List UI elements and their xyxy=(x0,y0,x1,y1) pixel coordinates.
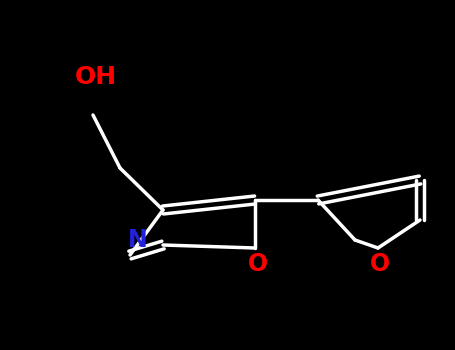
Text: OH: OH xyxy=(75,65,117,89)
Text: O: O xyxy=(370,252,390,276)
Text: N: N xyxy=(128,228,148,252)
Text: O: O xyxy=(248,252,268,276)
